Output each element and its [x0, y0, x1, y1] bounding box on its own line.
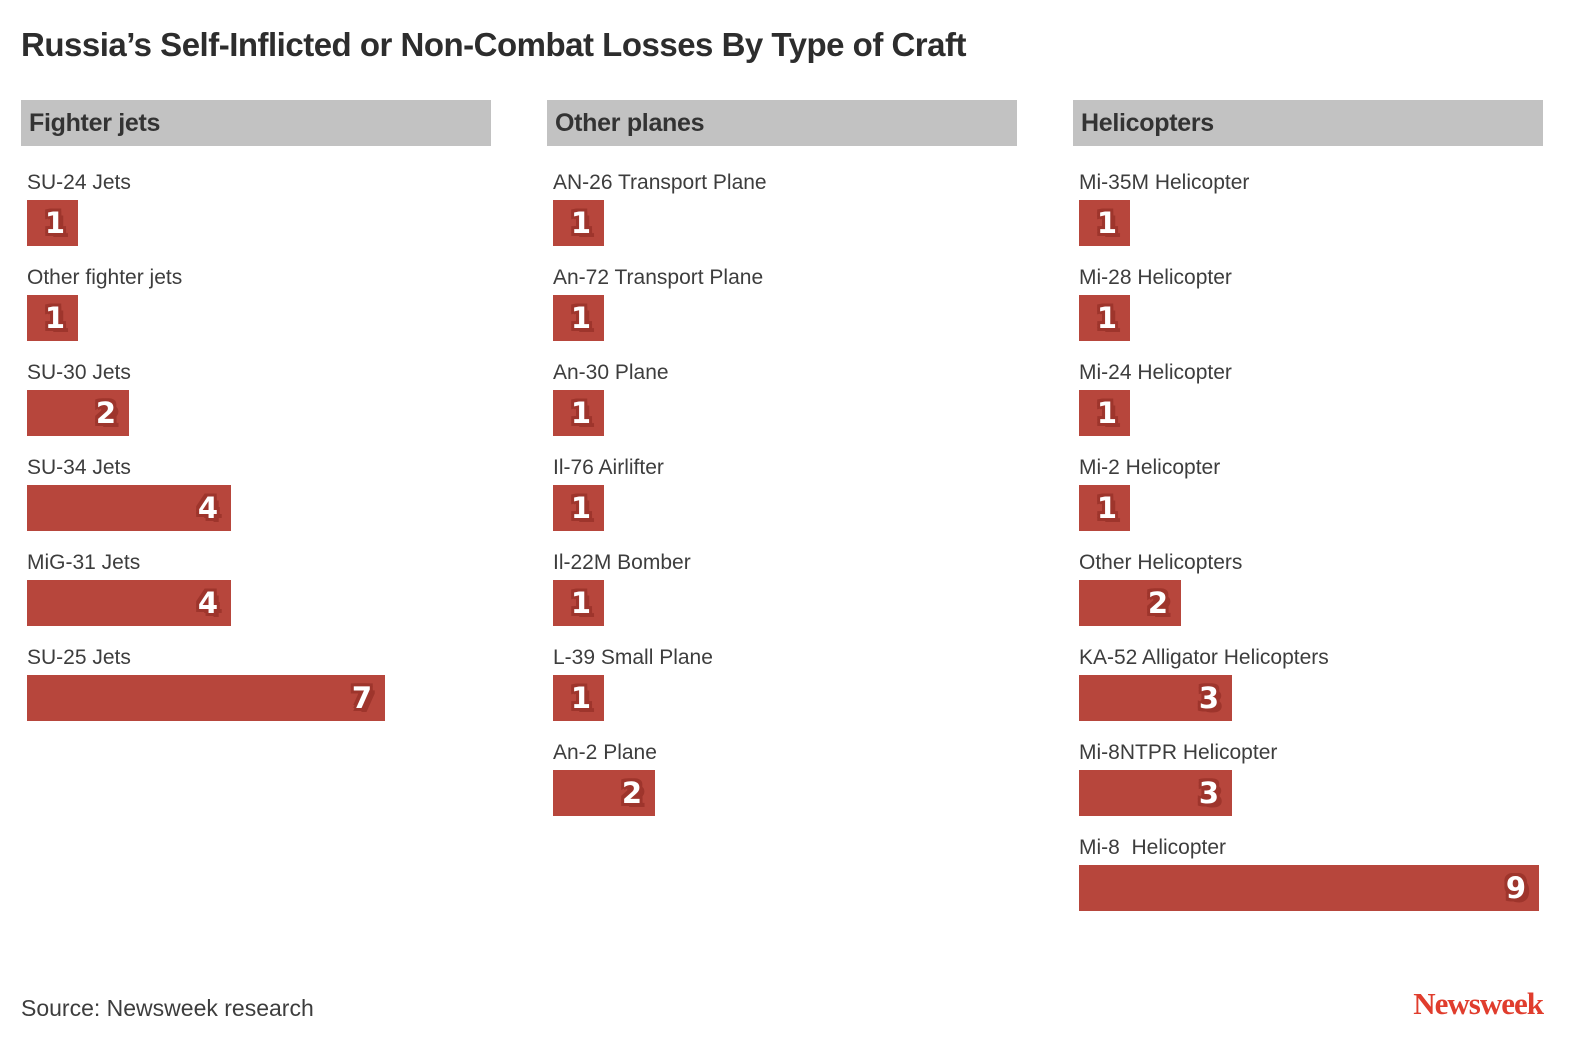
bar-item: Other Helicopters 2: [1079, 550, 1543, 626]
bar-value: 1: [1096, 206, 1117, 240]
bar-item: Mi-35M Helicopter 1: [1079, 170, 1543, 246]
bar-label: SU-30 Jets: [27, 361, 131, 384]
bar-value: 7: [351, 681, 372, 715]
bar: 1: [553, 200, 604, 246]
bar: 1: [553, 485, 604, 531]
bar-value: 1: [44, 301, 65, 335]
bar: 1: [1079, 485, 1130, 531]
bar-label: Mi-35M Helicopter: [1079, 171, 1250, 194]
bar-list: AN-26 Transport Plane 1 An-72 Transport Pl…: [547, 146, 1017, 816]
bar-value: 2: [1147, 586, 1168, 620]
bar-value: 4: [197, 491, 218, 525]
bar-value: 2: [95, 396, 116, 430]
bar: 7: [27, 675, 385, 721]
bar-value: 2: [621, 776, 642, 810]
column-other-planes: Other planes AN-26 Transport Plane 1 An-72 …: [547, 100, 1017, 930]
bar-item: Il-22M Bomber 1: [553, 550, 1017, 626]
bar-value: 3: [1198, 776, 1219, 810]
bar-item: SU-34 Jets 4: [27, 455, 491, 531]
bar-value: 1: [570, 396, 591, 430]
bar-list: SU-24 Jets 1 Other fighter jets 1 SU-30 Jets…: [21, 146, 491, 721]
bar-value: 1: [570, 681, 591, 715]
bar-label: Mi-2 Helicopter: [1079, 456, 1221, 479]
bar-label: SU-34 Jets: [27, 456, 131, 479]
bar-label: Mi-24 Helicopter: [1079, 361, 1232, 384]
bar-label: Other Helicopters: [1079, 551, 1243, 574]
bar: 2: [553, 770, 655, 816]
column-helicopters: Helicopters Mi-35M Helicopter 1 Mi-28 Helic…: [1073, 100, 1543, 930]
bar-value: 1: [1096, 301, 1117, 335]
bar-value: 1: [1096, 491, 1117, 525]
bar: 3: [1079, 770, 1232, 816]
bar-value: 1: [570, 301, 591, 335]
bar: 9: [1079, 865, 1539, 911]
bar-item: An-2 Plane 2: [553, 740, 1017, 816]
bar-item: An-30 Plane 1: [553, 360, 1017, 436]
bar: 4: [27, 580, 231, 626]
bar: 1: [27, 200, 78, 246]
bar-label: L-39 Small Plane: [553, 646, 713, 669]
bar-label: SU-25 Jets: [27, 646, 131, 669]
chart-page: Russia’s Self-Inflicted or Non-Combat Lo…: [21, 26, 1543, 930]
bar: 4: [27, 485, 231, 531]
bar-label: AN-26 Transport Plane: [553, 171, 767, 194]
bar-label: An-2 Plane: [553, 741, 657, 764]
column-header: Helicopters: [1073, 100, 1543, 146]
bar-value: 3: [1198, 681, 1219, 715]
bar-value: 1: [1096, 396, 1117, 430]
bar-item: Mi-28 Helicopter 1: [1079, 265, 1543, 341]
bar-item: SU-25 Jets 7: [27, 645, 491, 721]
bar-item: SU-24 Jets 1: [27, 170, 491, 246]
bar-item: AN-26 Transport Plane 1: [553, 170, 1017, 246]
bar-value: 4: [197, 586, 218, 620]
bar-value: 1: [570, 206, 591, 240]
bar: 2: [1079, 580, 1181, 626]
bar-item: L-39 Small Plane 1: [553, 645, 1017, 721]
bar: 1: [27, 295, 78, 341]
bar: 2: [27, 390, 129, 436]
bar-value: 9: [1505, 871, 1526, 905]
bar-value: 1: [44, 206, 65, 240]
bar: 1: [553, 295, 604, 341]
bar-item: MiG-31 Jets 4: [27, 550, 491, 626]
bar-label: Mi-8 Helicopter: [1079, 836, 1227, 859]
bar: 1: [1079, 200, 1130, 246]
bar-label: KA-52 Alligator Helicopters: [1079, 646, 1329, 669]
bar-label: Mi-8NTPR Helicopter: [1079, 741, 1278, 764]
footer: Source: Newsweek research Newsweek: [21, 986, 1544, 1022]
column-fighter-jets: Fighter jets SU-24 Jets 1 Other fighter jet…: [21, 100, 491, 930]
bar-item: Mi-24 Helicopter 1: [1079, 360, 1543, 436]
bar: 1: [553, 580, 604, 626]
bar-label: Other fighter jets: [27, 266, 183, 289]
bar-label: Mi-28 Helicopter: [1079, 266, 1232, 289]
bar-item: KA-52 Alligator Helicopters 3: [1079, 645, 1543, 721]
bar-label: Il-22M Bomber: [553, 551, 691, 574]
bar: 1: [553, 390, 604, 436]
bar-list: Mi-35M Helicopter 1 Mi-28 Helicopter 1 Mi-24…: [1073, 146, 1543, 911]
bar-value: 1: [570, 491, 591, 525]
bar-item: Mi-2 Helicopter 1: [1079, 455, 1543, 531]
bar-value: 1: [570, 586, 591, 620]
bar-label: An-30 Plane: [553, 361, 669, 384]
bar-item: Mi-8NTPR Helicopter 3: [1079, 740, 1543, 816]
bar-item: SU-30 Jets 2: [27, 360, 491, 436]
bar: 1: [1079, 390, 1130, 436]
bar-item: An-72 Transport Plane 1: [553, 265, 1017, 341]
column-header: Fighter jets: [21, 100, 491, 146]
columns: Fighter jets SU-24 Jets 1 Other fighter jet…: [21, 100, 1543, 930]
source-note: Source: Newsweek research: [21, 995, 314, 1021]
newsweek-logo: Newsweek: [1413, 986, 1544, 1021]
bar-label: An-72 Transport Plane: [553, 266, 764, 289]
bar: 3: [1079, 675, 1232, 721]
bar-item: Il-76 Airlifter 1: [553, 455, 1017, 531]
bar-item: Other fighter jets 1: [27, 265, 491, 341]
bar: 1: [553, 675, 604, 721]
bar-item: Mi-8 Helicopter 9: [1079, 835, 1543, 911]
bar: 1: [1079, 295, 1130, 341]
chart-title: Russia’s Self-Inflicted or Non-Combat Lo…: [21, 26, 966, 63]
bar-label: SU-24 Jets: [27, 171, 131, 194]
bar-label: Il-76 Airlifter: [553, 456, 664, 479]
column-header: Other planes: [547, 100, 1017, 146]
bar-label: MiG-31 Jets: [27, 551, 141, 574]
